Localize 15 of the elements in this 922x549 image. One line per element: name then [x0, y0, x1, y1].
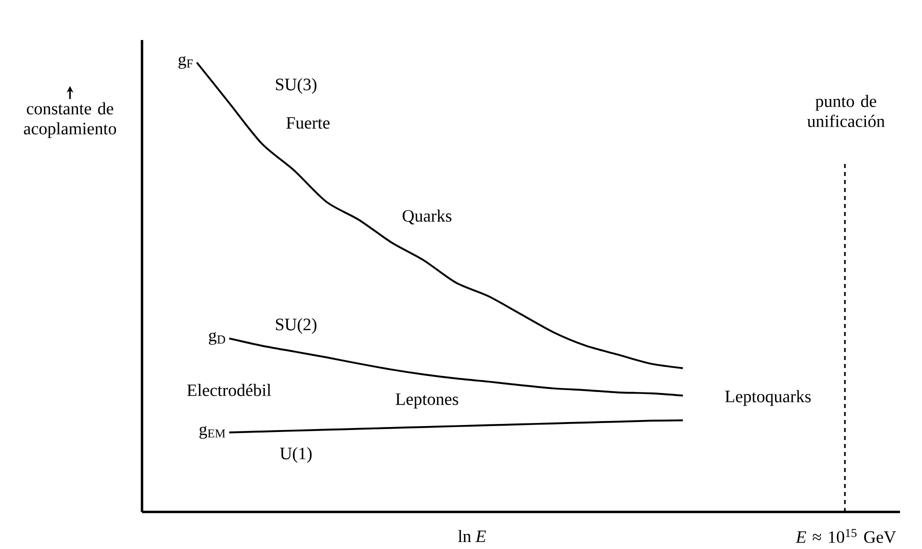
annotation: Electrodébil [187, 384, 272, 396]
series-label: g$_{F}$ [178, 56, 193, 69]
annotation: Leptones [396, 393, 458, 408]
annotation: punto de unificación [807, 94, 885, 128]
annotation: SU(3) [276, 78, 316, 94]
x-axis-title: ln E [458, 530, 486, 542]
annotation: U(1) [280, 447, 312, 463]
series-label: g$_{EM}$ [199, 426, 226, 439]
annotation: Leptoquarks [725, 390, 811, 406]
annotation: Quarks [402, 210, 452, 224]
annotation: SU(2) [276, 318, 316, 334]
text: E ≈ 10$^{15}$ GeV [796, 528, 896, 544]
series-label: g$_{D}$ [208, 332, 226, 345]
annotation: Fuerte [286, 117, 330, 129]
y-axis-title: constante de acoplamiento [24, 102, 116, 138]
